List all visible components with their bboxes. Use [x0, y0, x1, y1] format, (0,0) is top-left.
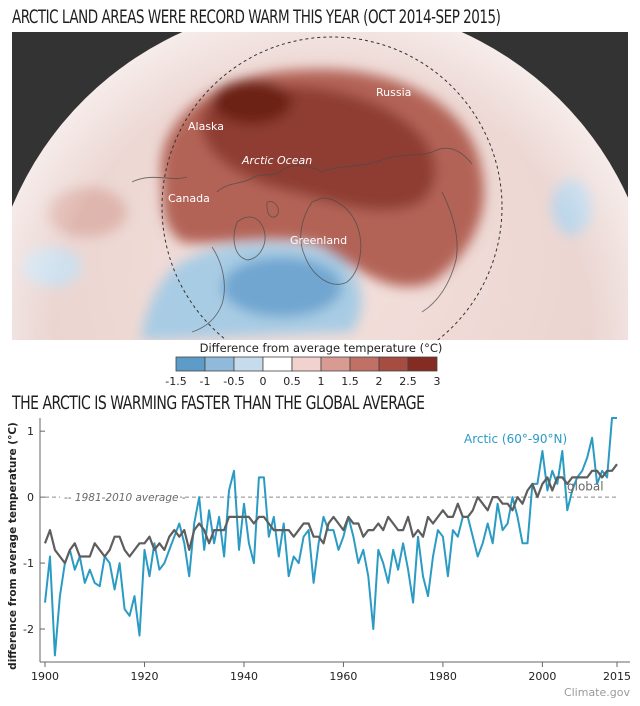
temperature-line-chart: 1 0 -1 -2 1900 1920 1940 1960 1980 2000 2015 differ…: [7, 417, 631, 699]
y-tick-label-1: 0: [27, 491, 34, 504]
y-tick-label-2: -1: [23, 557, 34, 570]
legend-swatch-7: [378, 356, 409, 372]
coastlines: [131, 147, 473, 333]
label-greenland: Greenland: [290, 234, 347, 247]
legend-tick-7: 2: [376, 375, 383, 388]
x-tick-label-4: 1980: [429, 670, 457, 683]
legend-tick-5: 1: [318, 375, 325, 388]
color-legend: -1.5 -1 -0.5 0 0.5 1 1.5 2 2.5 3: [165, 356, 441, 388]
series-line-global: [43, 463, 618, 565]
label-canada: Canada: [168, 192, 210, 205]
chart-title: The Arctic is warming faster than the gl…: [12, 392, 425, 414]
legend-swatch-6: [349, 356, 380, 372]
x-tick-label-2: 1940: [230, 670, 258, 683]
legend-swatch-2: [233, 356, 264, 372]
legend-tick-8: 2.5: [399, 375, 417, 388]
legend-tick-0: -1.5: [165, 375, 186, 388]
legend-tick-9: 3: [434, 375, 441, 388]
y-axis-label: difference from average temperature (°C): [7, 422, 19, 670]
y-tick-label-0: 1: [27, 425, 34, 438]
globe-limb: [12, 32, 628, 340]
legend-tick-4: 0.5: [283, 375, 301, 388]
x-tick-label-1: 1920: [130, 670, 158, 683]
legend-tick-3: 0: [260, 375, 267, 388]
series-line-arctic: [44, 417, 617, 657]
credit-label: Climate.gov: [564, 686, 631, 699]
label-russia: Russia: [376, 86, 411, 99]
label-alaska: Alaska: [188, 120, 224, 133]
temperature-anomaly-map: Alaska Russia Arctic Ocean Canada Greenl…: [12, 32, 628, 340]
legend-tick-6: 1.5: [341, 375, 359, 388]
legend-swatch-0: [175, 356, 206, 372]
legend-swatch-1: [204, 356, 235, 372]
legend-tick-1: -1: [200, 375, 211, 388]
x-tick-label-5: 2000: [528, 670, 556, 683]
legend-swatch-8: [407, 356, 438, 372]
legend-title: Difference from average temperature (°C): [199, 341, 443, 355]
x-tick-label-0: 1900: [31, 670, 59, 683]
series-label-global: global: [567, 480, 604, 494]
y-tick-label-3: -2: [23, 623, 34, 636]
legend-swatch-4: [291, 356, 322, 372]
reference-label-bg: [60, 489, 180, 504]
x-tick-label-3: 1960: [329, 670, 357, 683]
reference-line-label: -- 1981-2010 average -: [64, 492, 186, 504]
legend-swatch-3: [262, 356, 293, 372]
map-title: Arctic land areas were record warm this …: [12, 6, 501, 28]
label-arctic-ocean: Arctic Ocean: [241, 154, 312, 167]
x-tick-label-6: 2015: [603, 670, 631, 683]
arctic-circle: [161, 36, 503, 340]
legend-tick-2: -0.5: [223, 375, 244, 388]
series-label-arctic: Arctic (60°-90°N): [464, 432, 567, 446]
legend-swatch-5: [320, 356, 351, 372]
